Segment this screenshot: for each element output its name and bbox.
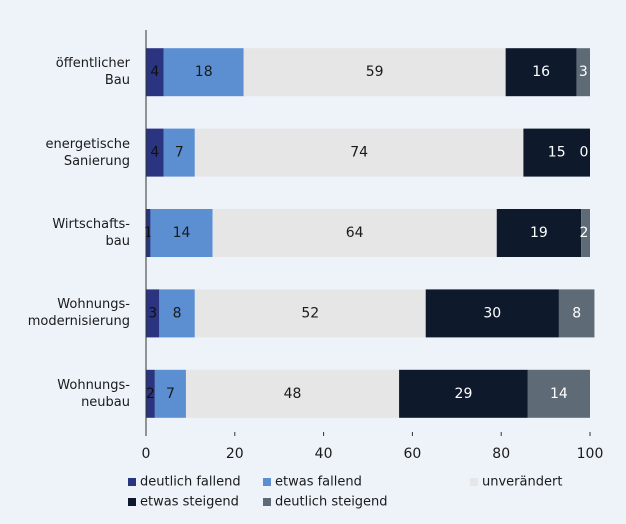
legend-swatch bbox=[470, 478, 478, 486]
value-label: 15 bbox=[548, 145, 566, 161]
bar-segment bbox=[243, 48, 506, 97]
bar-segment bbox=[150, 209, 213, 257]
value-label: 19 bbox=[530, 225, 548, 241]
category-label: Wohnungs- modernisierung bbox=[27, 297, 130, 330]
value-label: 8 bbox=[173, 305, 182, 321]
bar-segment bbox=[163, 128, 195, 177]
legend-swatch bbox=[128, 498, 136, 506]
x-tick-label: 100 bbox=[577, 446, 604, 462]
legend-label: deutlich fallend bbox=[140, 475, 241, 490]
value-label: 29 bbox=[455, 386, 473, 402]
category-label: Wohnungs- neubau bbox=[57, 377, 130, 410]
legend-swatch bbox=[128, 478, 136, 486]
value-label: 1 bbox=[144, 225, 153, 241]
value-label: 14 bbox=[173, 225, 191, 241]
bar-segment bbox=[399, 369, 528, 418]
bar-segment bbox=[154, 369, 186, 418]
value-label: 30 bbox=[483, 305, 501, 321]
value-label: 59 bbox=[366, 64, 384, 80]
value-label: 3 bbox=[579, 64, 588, 80]
legend-label: deutlich steigend bbox=[275, 495, 388, 510]
x-tick-label: 0 bbox=[142, 446, 151, 462]
legend-swatch bbox=[263, 478, 271, 486]
bar-segment bbox=[146, 48, 164, 97]
category-label: Wirtschafts- bau bbox=[52, 217, 130, 249]
bar-segment bbox=[146, 369, 155, 418]
value-label: 64 bbox=[346, 225, 364, 241]
value-label: 0 bbox=[580, 145, 589, 161]
value-label: 2 bbox=[580, 225, 589, 241]
bar-segment bbox=[425, 289, 559, 338]
value-label: 16 bbox=[532, 64, 550, 80]
value-label: 7 bbox=[166, 386, 175, 402]
value-label: 14 bbox=[550, 386, 568, 402]
bar-segment bbox=[194, 289, 426, 338]
bar-segment bbox=[581, 209, 590, 257]
bar-segment bbox=[146, 289, 160, 338]
value-label: 2 bbox=[146, 386, 155, 402]
bar-segment bbox=[146, 128, 164, 177]
bar-segment bbox=[146, 209, 151, 257]
bar-segment bbox=[212, 209, 497, 257]
x-tick-label: 40 bbox=[315, 446, 333, 462]
category-label: öffentlicher Bau bbox=[55, 56, 130, 89]
value-label: 52 bbox=[301, 305, 319, 321]
value-label: 3 bbox=[148, 305, 157, 321]
x-tick-label: 80 bbox=[492, 446, 510, 462]
x-tick-label: 60 bbox=[403, 446, 421, 462]
bar-segment bbox=[163, 48, 244, 97]
value-label: 4 bbox=[150, 64, 159, 80]
value-label: 4 bbox=[150, 145, 159, 161]
bar-segment bbox=[523, 128, 590, 177]
value-label: 18 bbox=[195, 64, 213, 80]
bar-segment bbox=[505, 48, 577, 97]
value-label: 48 bbox=[284, 386, 302, 402]
value-label: 8 bbox=[572, 305, 581, 321]
x-tick-label: 20 bbox=[226, 446, 244, 462]
bar-segment bbox=[185, 369, 400, 418]
bar-segment bbox=[558, 289, 595, 338]
category-label: energetische Sanierung bbox=[45, 136, 130, 169]
bar-segment bbox=[496, 209, 582, 257]
bar-segment bbox=[576, 48, 590, 97]
bar-segment bbox=[159, 289, 195, 338]
legend-swatch bbox=[263, 498, 271, 506]
bar-segment bbox=[194, 128, 524, 177]
legend-label: unverändert bbox=[482, 475, 562, 490]
value-label: 74 bbox=[350, 145, 368, 161]
value-label: 7 bbox=[175, 145, 184, 161]
legend-label: etwas steigend bbox=[140, 495, 239, 510]
bar-segment bbox=[527, 369, 590, 418]
legend-label: etwas fallend bbox=[275, 475, 362, 490]
